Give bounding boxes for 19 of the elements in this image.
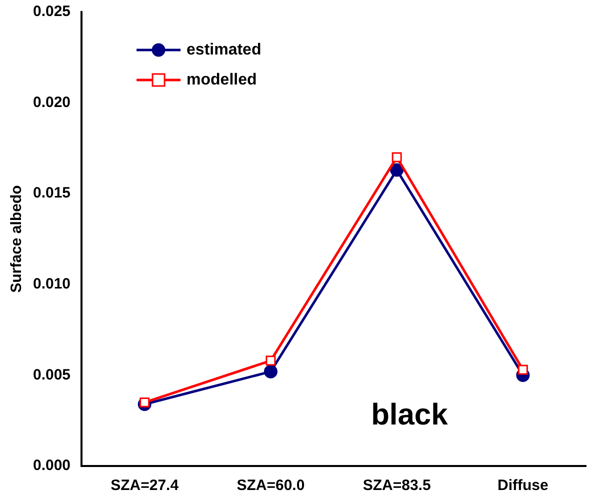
point bbox=[264, 364, 278, 378]
legend-label: modelled bbox=[186, 71, 257, 88]
y-axis-title: Surface albedo bbox=[8, 185, 26, 293]
y-tick-label: 0.005 bbox=[32, 366, 71, 384]
y-tick-label: 0.010 bbox=[32, 276, 71, 293]
x-tick-label: SZA=83.5 bbox=[362, 477, 431, 494]
y-tick-label: 0.000 bbox=[32, 457, 71, 474]
x-tick-label: SZA=27.4 bbox=[110, 477, 180, 494]
y-tick-label: 0.020 bbox=[32, 94, 71, 111]
y-tick-label: 0.015 bbox=[32, 184, 71, 202]
x-tick-label: SZA=60.0 bbox=[236, 477, 305, 494]
point bbox=[390, 163, 404, 177]
x-tick-label: Diffuse bbox=[498, 477, 548, 494]
point bbox=[518, 364, 528, 375]
annotation: black bbox=[371, 398, 448, 432]
point bbox=[266, 356, 276, 366]
y-tick-label: 0.025 bbox=[32, 3, 71, 20]
legend-label: estimated bbox=[186, 41, 262, 58]
point bbox=[392, 152, 402, 162]
